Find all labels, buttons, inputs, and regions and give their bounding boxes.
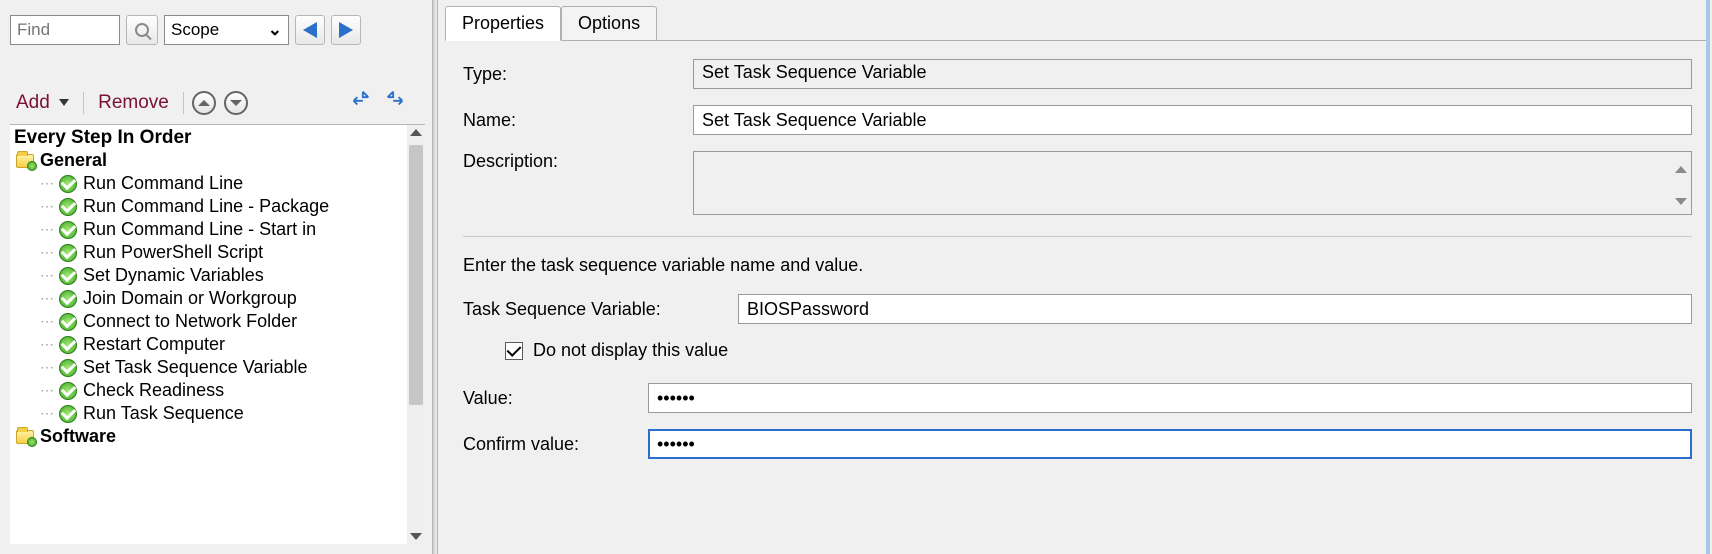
check-icon	[59, 290, 77, 308]
folder-icon	[16, 430, 34, 444]
check-icon	[59, 175, 77, 193]
tree-folder[interactable]: General	[10, 149, 425, 172]
tree-folder[interactable]: Software	[10, 425, 425, 448]
tree-step[interactable]: ⋯ Join Domain or Workgroup	[10, 287, 425, 310]
step-label: Run Command Line - Start in	[83, 219, 316, 240]
name-input[interactable]	[693, 105, 1692, 135]
tree-step[interactable]: ⋯ Connect to Network Folder	[10, 310, 425, 333]
variable-input[interactable]	[738, 294, 1692, 324]
tree-connector: ⋯	[40, 359, 53, 376]
name-label: Name:	[463, 110, 693, 131]
history-back-button[interactable]	[295, 15, 325, 45]
step-label: Connect to Network Folder	[83, 311, 297, 332]
tab-options[interactable]: Options	[561, 6, 657, 40]
add-button[interactable]: Add	[10, 91, 75, 115]
description-input[interactable]	[693, 151, 1692, 215]
tree-panel: Every Step In Order General ⋯ Run Command …	[10, 124, 425, 544]
add-label: Add	[16, 92, 50, 113]
tree-step[interactable]: ⋯ Run Command Line - Start in	[10, 218, 425, 241]
tree-connector: ⋯	[40, 221, 53, 238]
indent-icon[interactable]	[384, 88, 406, 110]
search-icon	[135, 23, 149, 37]
scope-label: Scope	[171, 20, 219, 40]
tree-step[interactable]: ⋯ Set Task Sequence Variable	[10, 356, 425, 379]
find-input[interactable]	[10, 15, 120, 45]
tree-connector: ⋯	[40, 198, 53, 215]
check-icon	[59, 267, 77, 285]
caret-down-icon	[59, 99, 69, 106]
tab-properties[interactable]: Properties	[445, 6, 561, 41]
tree-step[interactable]: ⋯ Set Dynamic Variables	[10, 264, 425, 287]
step-label: Run PowerShell Script	[83, 242, 263, 263]
tree-connector: ⋯	[40, 290, 53, 307]
textarea-scroll[interactable]	[1672, 153, 1690, 218]
tree-scrollbar[interactable]	[407, 125, 425, 544]
check-icon	[59, 382, 77, 400]
type-label: Type:	[463, 64, 693, 85]
description-label: Description:	[463, 151, 693, 172]
tree-connector: ⋯	[40, 267, 53, 284]
remove-label: Remove	[98, 92, 169, 113]
tree-step[interactable]: ⋯ Run PowerShell Script	[10, 241, 425, 264]
check-icon	[59, 336, 77, 354]
tree-step[interactable]: ⋯ Run Command Line	[10, 172, 425, 195]
confirm-input[interactable]	[648, 429, 1692, 459]
chevron-down-icon: ⌄	[268, 20, 282, 40]
tree-header: Every Step In Order	[10, 125, 425, 149]
window-border	[1706, 0, 1710, 554]
scope-dropdown[interactable]: Scope ⌄	[164, 15, 289, 45]
check-icon	[59, 198, 77, 216]
move-up-button[interactable]	[192, 91, 216, 115]
splitter[interactable]	[432, 0, 438, 554]
remove-button[interactable]: Remove	[92, 91, 175, 115]
hint-text: Enter the task sequence variable name an…	[463, 255, 1692, 276]
folder-label: Software	[40, 426, 116, 447]
tree-step[interactable]: ⋯ Run Command Line - Package	[10, 195, 425, 218]
folder-icon	[16, 154, 34, 168]
move-down-button[interactable]	[224, 91, 248, 115]
find-button[interactable]	[126, 15, 158, 45]
check-icon	[59, 221, 77, 239]
history-forward-button[interactable]	[331, 15, 361, 45]
step-label: Run Command Line	[83, 173, 243, 194]
step-label: Join Domain or Workgroup	[83, 288, 297, 309]
variable-label: Task Sequence Variable:	[463, 299, 738, 320]
folder-label: General	[40, 150, 107, 171]
tree-connector: ⋯	[40, 382, 53, 399]
chevron-down-icon	[230, 100, 242, 106]
divider	[463, 236, 1692, 237]
value-label: Value:	[463, 388, 648, 409]
separator	[83, 92, 84, 114]
step-label: Restart Computer	[83, 334, 225, 355]
step-label: Run Task Sequence	[83, 403, 244, 424]
step-label: Run Command Line - Package	[83, 196, 329, 217]
tree-connector: ⋯	[40, 244, 53, 261]
tree-connector: ⋯	[40, 313, 53, 330]
type-field: Set Task Sequence Variable	[693, 59, 1692, 89]
separator	[183, 92, 184, 114]
step-label: Set Task Sequence Variable	[83, 357, 307, 378]
check-icon	[59, 405, 77, 423]
outdent-icon[interactable]	[350, 88, 372, 110]
tree-connector: ⋯	[40, 405, 53, 422]
confirm-label: Confirm value:	[463, 434, 648, 455]
step-label: Set Dynamic Variables	[83, 265, 264, 286]
tree-step[interactable]: ⋯ Run Task Sequence	[10, 402, 425, 425]
do-not-display-label: Do not display this value	[533, 340, 728, 361]
check-icon	[59, 244, 77, 262]
step-label: Check Readiness	[83, 380, 224, 401]
chevron-up-icon	[198, 100, 210, 106]
scrollbar-thumb[interactable]	[409, 145, 423, 405]
tree-connector: ⋯	[40, 175, 53, 192]
tree-step[interactable]: ⋯ Check Readiness	[10, 379, 425, 402]
arrow-left-icon	[303, 22, 317, 38]
check-icon	[59, 313, 77, 331]
value-input[interactable]	[648, 383, 1692, 413]
arrow-right-icon	[339, 22, 353, 38]
tree-connector: ⋯	[40, 336, 53, 353]
check-icon	[59, 359, 77, 377]
do-not-display-checkbox[interactable]	[505, 342, 523, 360]
tree-step[interactable]: ⋯ Restart Computer	[10, 333, 425, 356]
